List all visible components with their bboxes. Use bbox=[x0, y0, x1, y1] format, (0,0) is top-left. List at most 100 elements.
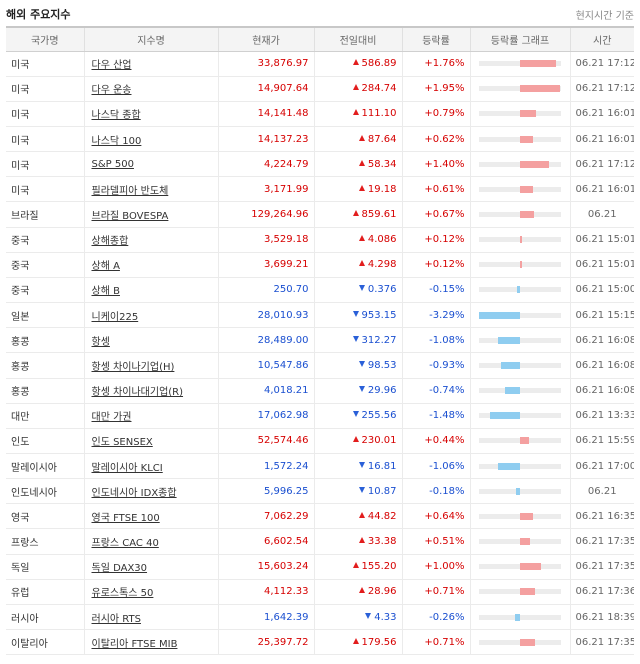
change-value: 312.27 bbox=[361, 334, 397, 346]
time-cell: 06.21 17:12 bbox=[569, 76, 634, 102]
index-name-link[interactable]: 상해 A bbox=[91, 261, 120, 273]
index-name-cell: 상해 A bbox=[83, 252, 218, 278]
change-cell: 859.61 bbox=[313, 201, 402, 228]
rate-graph-cell bbox=[469, 76, 570, 102]
table-body: 미국 다우 산업 33,876.97 586.89 +1.76% 06.21 17:12 미… bbox=[6, 51, 634, 656]
col-header-country: 국가명 bbox=[6, 26, 84, 52]
triangle-up-icon bbox=[358, 537, 365, 544]
change-value: 586.89 bbox=[361, 58, 397, 70]
index-name-cell: 인도네시아 IDX종합 bbox=[83, 478, 218, 505]
rate-bar-fill bbox=[520, 160, 549, 168]
index-name-link[interactable]: 항셍 차이나대기업(R) bbox=[91, 387, 184, 399]
country-cell: 일본 bbox=[6, 302, 84, 329]
rate-bar-track bbox=[479, 135, 561, 143]
price-cell: 4,224.79 bbox=[217, 151, 314, 178]
price-cell: 33,876.97 bbox=[217, 51, 314, 77]
rate-cell: -1.48% bbox=[401, 403, 470, 429]
change-value: 16.81 bbox=[367, 460, 397, 472]
index-name-link[interactable]: 영국 FTSE 100 bbox=[91, 512, 160, 524]
table-row: 인도네시아 인도네시아 IDX종합 5,996.25 10.87 -0.18% 06.21 bbox=[6, 478, 634, 505]
index-name-link[interactable]: 다우 산업 bbox=[91, 60, 132, 72]
country-cell: 독일 bbox=[6, 554, 84, 580]
index-name-cell: 프랑스 CAC 40 bbox=[83, 528, 218, 555]
rate-cell: +0.67% bbox=[401, 201, 470, 228]
country-cell: 홍콩 bbox=[6, 327, 84, 354]
rate-graph-cell bbox=[469, 277, 570, 304]
index-name-cell: 항셍 차이나기업(H) bbox=[83, 352, 218, 379]
table-row: 말레이시아 말레이시아 KLCI 1,572.24 16.81 -1.06% 06.21 … bbox=[6, 453, 634, 480]
index-name-link[interactable]: 프랑스 CAC 40 bbox=[91, 538, 159, 550]
change-cell: 284.74 bbox=[313, 76, 402, 102]
index-name-link[interactable]: 이탈리아 FTSE MIB bbox=[91, 638, 178, 650]
price-cell: 14,907.64 bbox=[217, 76, 314, 102]
change-cell: 0.376 bbox=[313, 277, 402, 304]
index-name-link[interactable]: 브라질 BOVESPA bbox=[91, 211, 169, 223]
index-name-link[interactable]: 인도 SENSEX bbox=[91, 437, 153, 449]
triangle-down-icon bbox=[365, 612, 372, 619]
change-cell: 44.82 bbox=[313, 503, 402, 530]
index-name-link[interactable]: 다우 운송 bbox=[91, 85, 132, 97]
table-row: 미국 S&P 500 4,224.79 58.34 +1.40% 06.21 17:12 bbox=[6, 151, 634, 178]
time-cell: 06.21 17:35 bbox=[569, 629, 634, 656]
change-value: 4.086 bbox=[367, 234, 397, 246]
index-name-link[interactable]: 필라델피아 반도체 bbox=[91, 185, 169, 197]
index-name-cell: 영국 FTSE 100 bbox=[83, 503, 218, 530]
index-name-link[interactable]: S&P 500 bbox=[91, 158, 134, 170]
index-name-cell: 러시아 RTS bbox=[83, 604, 218, 631]
index-name-cell: 필라델피아 반도체 bbox=[83, 176, 218, 203]
index-name-link[interactable]: 대만 가권 bbox=[91, 412, 132, 424]
triangle-down-icon bbox=[358, 486, 365, 493]
index-name-cell: 나스닥 100 bbox=[83, 126, 218, 153]
index-name-link[interactable]: 독일 DAX30 bbox=[91, 563, 148, 575]
index-name-link[interactable]: 상해종합 bbox=[91, 236, 129, 248]
change-cell: 19.18 bbox=[313, 176, 402, 203]
price-cell: 4,018.21 bbox=[217, 378, 314, 404]
price-cell: 17,062.98 bbox=[217, 403, 314, 429]
time-cell: 06.21 16:01 bbox=[569, 176, 634, 203]
rate-bar-track bbox=[479, 160, 561, 168]
rate-bar-fill bbox=[520, 538, 531, 546]
rate-bar-track bbox=[479, 60, 561, 68]
country-cell: 인도네시아 bbox=[6, 478, 84, 505]
change-cell: 230.01 bbox=[313, 428, 402, 455]
triangle-up-icon bbox=[358, 184, 365, 191]
rate-graph-cell bbox=[469, 503, 570, 530]
col-header-time: 시간 bbox=[569, 26, 634, 52]
table-row: 미국 다우 산업 33,876.97 586.89 +1.76% 06.21 17:12 bbox=[6, 51, 634, 77]
rate-cell: +1.95% bbox=[401, 76, 470, 102]
change-value: 58.34 bbox=[367, 158, 397, 170]
rate-bar-fill bbox=[520, 261, 523, 269]
index-name-link[interactable]: 상해 B bbox=[91, 286, 120, 298]
index-name-link[interactable]: 항셍 bbox=[91, 336, 110, 348]
index-name-link[interactable]: 나스닥 종합 bbox=[91, 110, 141, 122]
rate-cell: +0.61% bbox=[401, 176, 470, 203]
rate-bar-track bbox=[479, 487, 561, 495]
index-name-link[interactable]: 니케이225 bbox=[91, 311, 139, 323]
index-name-link[interactable]: 유로스톡스 50 bbox=[91, 588, 154, 600]
change-cell: 28.96 bbox=[313, 579, 402, 605]
triangle-up-icon bbox=[352, 436, 359, 443]
index-name-link[interactable]: 말레이시아 KLCI bbox=[91, 462, 163, 474]
rate-cell: +0.44% bbox=[401, 428, 470, 455]
triangle-down-icon bbox=[358, 461, 365, 468]
rate-bar-fill bbox=[516, 286, 520, 294]
index-name-cell: 항셍 bbox=[83, 327, 218, 354]
time-cell: 06.21 16:01 bbox=[569, 101, 634, 127]
rate-cell: +0.64% bbox=[401, 503, 470, 530]
rate-bar-track bbox=[479, 211, 561, 219]
index-name-link[interactable]: 인도네시아 IDX종합 bbox=[91, 487, 177, 499]
index-name-link[interactable]: 항셍 차이나기업(H) bbox=[91, 361, 175, 373]
change-value: 111.10 bbox=[361, 108, 397, 120]
table-row: 중국 상해종합 3,529.18 4.086 +0.12% 06.21 15:01 bbox=[6, 226, 634, 253]
rate-graph-cell bbox=[469, 176, 570, 203]
panel-header: 해외 주요지수 현지시간 기준 bbox=[0, 0, 640, 26]
rate-bar-fill bbox=[520, 512, 534, 520]
rate-bar-track bbox=[479, 85, 561, 93]
change-value: 33.38 bbox=[367, 536, 397, 548]
rate-bar-track bbox=[479, 563, 561, 571]
index-name-link[interactable]: 러시아 RTS bbox=[91, 613, 141, 625]
index-name-cell: 이탈리아 FTSE MIB bbox=[83, 629, 218, 656]
rate-bar-fill bbox=[498, 462, 520, 470]
index-name-link[interactable]: 나스닥 100 bbox=[91, 135, 142, 147]
rate-bar-fill bbox=[520, 185, 533, 193]
